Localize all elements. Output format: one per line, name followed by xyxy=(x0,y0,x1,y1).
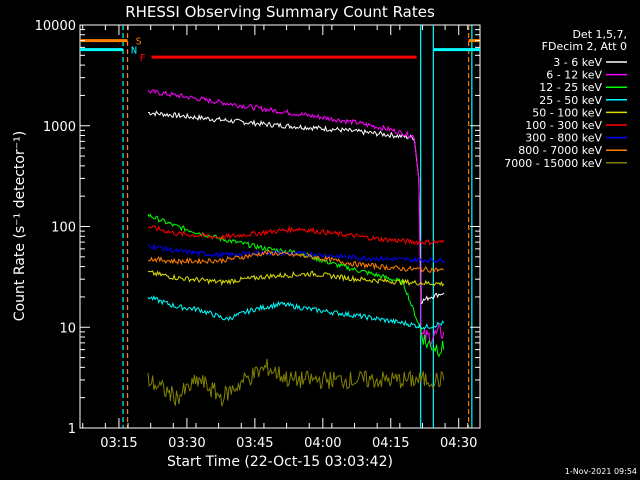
x-tick-label: 03:15 xyxy=(100,436,137,451)
x-axis-label: Start Time (22-Oct-15 03:03:42) xyxy=(167,454,393,470)
footer-timestamp: 1-Nov-2021 09:54 xyxy=(565,467,637,476)
series-line-100-300-kev xyxy=(147,224,445,246)
legend-label-6-12-kev: 6 - 12 keV xyxy=(546,69,602,82)
y-tick-label: 1000 xyxy=(43,120,76,135)
legend-label-12-25-kev: 12 - 25 keV xyxy=(539,81,602,94)
series-lines xyxy=(147,89,445,407)
legend-label-300-800-kev: 300 - 800 keV xyxy=(525,132,602,145)
series-line-800-7000-kev xyxy=(147,249,445,273)
y-axis-ticks: 1 10 100 1000 10000 xyxy=(35,19,480,437)
legend-label-800-7000-kev: 800 - 7000 keV xyxy=(518,144,602,157)
x-tick-label: 04:15 xyxy=(372,436,409,451)
chart-title: RHESSI Observing Summary Count Rates xyxy=(125,3,435,21)
x-tick-label: 04:00 xyxy=(304,436,341,451)
series-line-7000-15000-kev xyxy=(147,358,445,407)
y-tick-label: 100 xyxy=(51,221,76,236)
state-flags: SNF xyxy=(80,37,480,64)
series-line-300-800-kev xyxy=(147,243,445,264)
series-line-6-12-kev xyxy=(147,89,445,348)
plot-area: SNF 03:15 03:30 03:45 04:00 04:15 04:30 1 10 10… xyxy=(35,19,481,451)
y-tick-label: 10 xyxy=(59,321,76,336)
x-tick-label: 04:30 xyxy=(440,436,477,451)
y-axis-label: Count Rate (s⁻¹ detector⁻¹) xyxy=(12,131,28,321)
flag-label-f: F xyxy=(140,53,146,64)
x-axis-ticks: 03:15 03:30 03:45 04:00 04:15 04:30 xyxy=(82,25,477,451)
x-tick-label: 03:45 xyxy=(236,436,273,451)
legend-label-7000-15000-kev: 7000 - 15000 keV xyxy=(504,157,602,170)
y-tick-label: 10000 xyxy=(35,19,76,34)
legend-label-50-100-kev: 50 - 100 keV xyxy=(532,106,602,119)
vertical-markers xyxy=(122,25,473,428)
y-tick-label: 1 xyxy=(68,422,76,437)
legend-label-100-300-kev: 100 - 300 keV xyxy=(525,119,602,132)
series-line-25-50-kev xyxy=(147,295,445,330)
legend-header-line-2: FDecim 2, Att 0 xyxy=(542,40,627,53)
x-tick-label: 03:30 xyxy=(168,436,205,451)
legend-label-3-6-kev: 3 - 6 keV xyxy=(553,56,602,69)
flag-label-n: N xyxy=(131,46,137,57)
series-line-50-100-kev xyxy=(147,270,445,287)
legend-header-line-1: Det 1,5,7, xyxy=(572,28,627,41)
flag-label-s: S xyxy=(136,37,142,48)
series-line-3-6-kev xyxy=(147,110,445,305)
legend-label-25-50-kev: 25 - 50 keV xyxy=(539,94,602,107)
